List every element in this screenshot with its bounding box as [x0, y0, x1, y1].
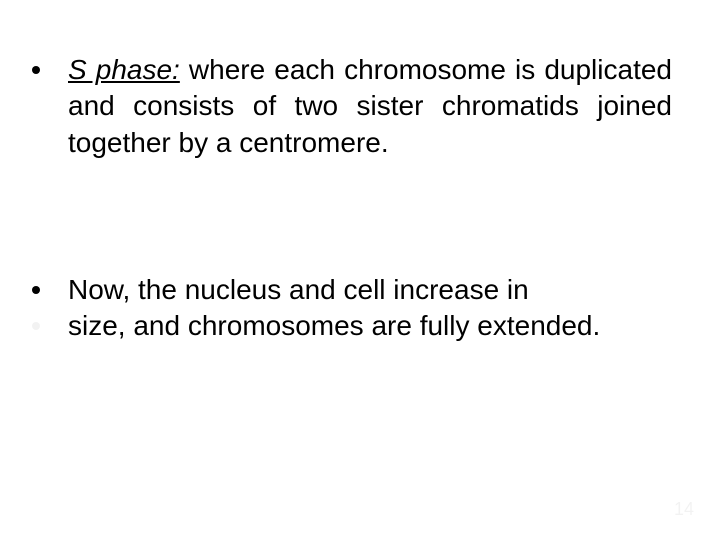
bullet-text-1: S phase: where each chromosome is duplic… [68, 52, 672, 161]
bullet-dot-icon [32, 286, 40, 294]
bullet-lead-1: S phase: [68, 54, 180, 85]
slide: S phase: where each chromosome is duplic… [0, 0, 720, 540]
bullet-text-2-line2: size, and chromosomes are fully extended… [68, 308, 672, 344]
bullet-text-2-line1: Now, the nucleus and cell increase in [68, 272, 672, 308]
bullet-dot-icon [32, 322, 40, 330]
bullet-dot-icon [32, 66, 40, 74]
bullet-item-1: S phase: where each chromosome is duplic… [32, 52, 672, 161]
page-number: 14 [674, 499, 694, 520]
bullet-item-2: Now, the nucleus and cell increase in si… [32, 272, 672, 345]
